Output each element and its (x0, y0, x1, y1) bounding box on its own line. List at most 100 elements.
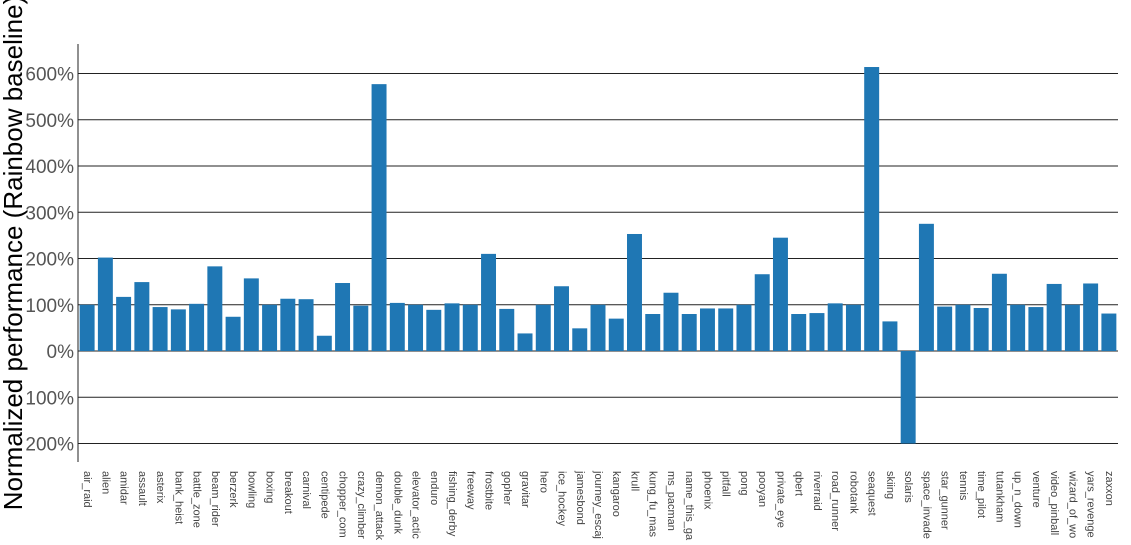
bar-phoenix (699, 308, 715, 351)
bar-pong (736, 304, 752, 351)
x-tick-label: wizard_of_wo (1066, 470, 1078, 538)
x-tick-label: space_invade (920, 471, 932, 539)
x-tick-label: boxing (264, 471, 276, 503)
bar-wizard_of_wo (1064, 304, 1080, 351)
bar-kangaroo (608, 318, 624, 352)
bar-up_n_down (1010, 304, 1026, 351)
x-tick-label: gopher (501, 471, 513, 506)
bar-ice_hockey (554, 286, 569, 351)
y-tick-label: 100% (25, 388, 74, 409)
bar-amidar (116, 296, 132, 351)
x-tick-label: jamesbond (574, 470, 586, 525)
x-tick-label: demon_attack (373, 471, 385, 541)
bar-skiing (882, 321, 898, 351)
x-tick-label: up_n_down (1012, 471, 1024, 528)
bar-ms_pacman (663, 292, 679, 351)
x-tick-label: tutankham (993, 471, 1005, 522)
bar-tutankham (991, 273, 1007, 351)
bar-crazy_climber (353, 305, 369, 351)
bar-solaris (900, 351, 916, 444)
y-tick-label: 300% (25, 203, 74, 224)
x-tick-label: qbert (793, 471, 805, 496)
bar-road_runner (827, 303, 843, 351)
y-tick-label: 400% (25, 157, 74, 178)
bar-alien (97, 257, 113, 351)
x-tick-label: elevator_actic (410, 471, 422, 539)
bar-air_raid (79, 304, 95, 351)
bar-fishing_derby (444, 303, 460, 351)
bar-berzerk (225, 316, 241, 351)
bar-time_pilot (973, 307, 989, 351)
x-tick-label: seaquest (866, 471, 878, 516)
y-tick-label: 200% (25, 250, 74, 271)
bar-zaxxon (1101, 313, 1117, 351)
bar-frostbite (481, 253, 497, 352)
bar-star_gunner (937, 306, 953, 351)
x-tick-label: beam_rider (209, 471, 221, 527)
y-tick-label: 500% (25, 111, 74, 132)
gridlines (78, 73, 1118, 444)
bar-centipede (316, 335, 332, 351)
y-tick-label: 100% (25, 296, 74, 317)
x-tick-label: asterix (154, 471, 166, 504)
x-tick-label: riverraid (811, 471, 823, 511)
x-tick-label: ms_pacman (665, 471, 677, 531)
bar-pitfall (718, 308, 734, 351)
bar-double_dunk (389, 302, 405, 351)
x-tick-label: video_pinball (1048, 471, 1060, 535)
x-tick-label: air_raid (81, 471, 93, 508)
x-tick-label: centipede (318, 471, 330, 519)
bar-gopher (499, 308, 515, 351)
x-tick-label: hero (537, 471, 549, 493)
y-tick-label: 200% (25, 435, 74, 456)
bar-venture (1028, 307, 1044, 351)
x-tick-label: enduro (428, 471, 440, 505)
bar-tennis (955, 304, 971, 351)
x-tick-label: journey_escaj (592, 470, 604, 539)
bar-riverraid (809, 313, 825, 351)
x-tick-label: carnival (300, 471, 312, 509)
bar-asterix (152, 307, 168, 351)
bar-boxing (262, 304, 278, 351)
bar-beam_rider (207, 266, 223, 351)
x-tick-label: fishing_derby (446, 471, 458, 537)
bar-seaquest (864, 67, 880, 352)
x-tick-label: yars_revenge (1085, 471, 1097, 538)
bar-video_pinball (1046, 283, 1062, 351)
bar-demon_attack (371, 84, 387, 351)
x-tick-label: double_dunk (391, 471, 403, 535)
bar-breakout (280, 298, 296, 351)
x-tick-label: assault (136, 471, 148, 506)
bar-freeway (462, 304, 478, 351)
bar-yars_revenge (1083, 283, 1099, 351)
bar-journey_escaj (590, 304, 606, 351)
bar-pooyan (754, 274, 770, 351)
bar-hero (535, 304, 551, 351)
x-tick-label: battle_zone (191, 471, 203, 528)
y-tick-label: 0% (47, 342, 75, 363)
bar-name_this_ga (681, 314, 697, 351)
x-tick-label: frostbite (483, 471, 495, 510)
x-tick-label: time_pilot (975, 471, 987, 518)
y-axis-ticks: 200% 100% 0% 100% 200% 300% 400% 500% 600% (25, 65, 74, 456)
bar-private_eye (772, 237, 788, 351)
bar-kung_fu_mas (645, 314, 661, 351)
bar-space_invade (918, 223, 934, 351)
x-tick-label: venture (1030, 471, 1042, 508)
bar-enduro (426, 309, 442, 351)
x-tick-label: berzerk (227, 471, 239, 508)
x-tick-label: ice_hockey (556, 471, 568, 527)
bar-jamesbond (572, 328, 588, 351)
x-tick-label: bank_heist (172, 471, 184, 524)
x-axis-ticks: air_raid alien amidar assault asterix bank_he… (81, 470, 1115, 541)
bar-elevator_actic (408, 304, 424, 351)
x-tick-label: zaxxon (1103, 471, 1115, 506)
bar-gravitar (517, 333, 533, 351)
x-tick-label: gravitar (519, 471, 531, 508)
x-tick-label: private_eye (774, 471, 786, 528)
y-axis-label: Normalized performance (Rainbow baseline… (0, 0, 28, 510)
x-tick-label: kung_fu_mas (647, 471, 659, 538)
x-tick-label: skiing (884, 471, 896, 499)
bar-qbert (791, 314, 807, 351)
